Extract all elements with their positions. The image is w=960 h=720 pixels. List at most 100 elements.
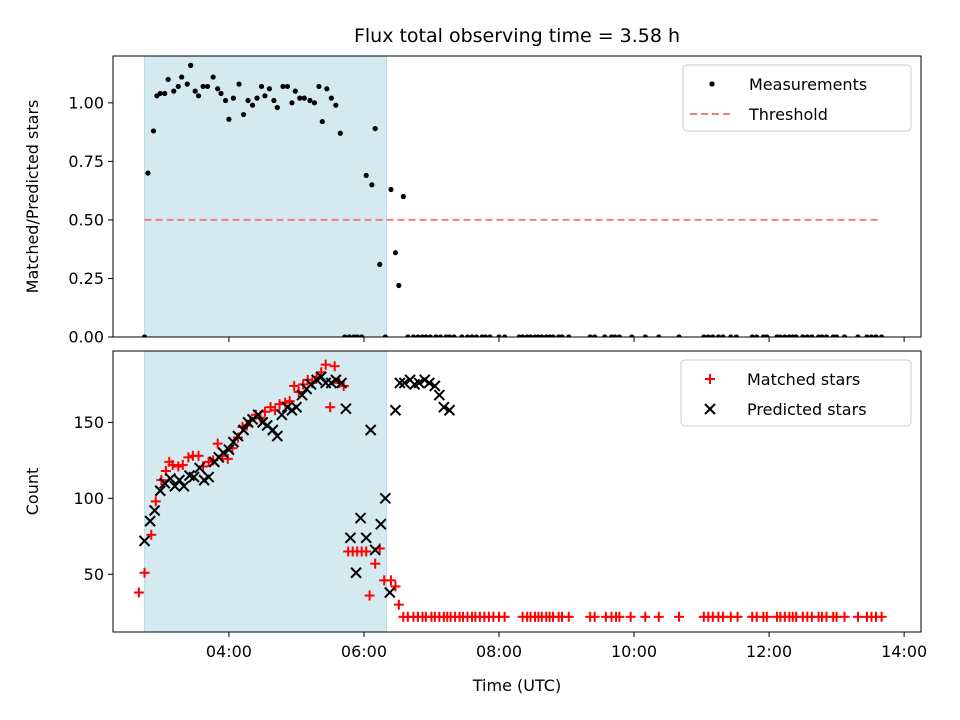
matched-star-point [146,529,157,540]
legend-marker-dot [709,81,715,87]
x-b [237,424,250,436]
legend-label: Matched stars [747,370,860,389]
measurement-point [427,334,433,337]
x-axis-label: Time (UTC) [472,676,561,695]
x-b [364,424,377,436]
chart-title: Flux total observing time = 3.58 h [354,25,680,47]
x-tick-label: 08:00 [476,642,522,661]
predicted-star-point [188,471,200,483]
measurement-point [210,74,216,80]
measurement-point [215,86,221,92]
y-tick-label: 0.75 [68,152,104,171]
measurement-point [192,88,198,94]
measurement-point [274,104,280,111]
predicted-star-point [164,472,177,485]
predicted-star-point [227,436,240,448]
measurement-point [410,334,417,337]
predicted-star-point [375,518,387,530]
measurement-point [550,334,556,337]
measurement-point [307,97,313,104]
matched-star-point [361,546,372,557]
predicted-star-point [223,444,235,456]
predicted-star-point [237,424,250,436]
matched-star-point [393,599,404,610]
measurement-point [487,334,493,337]
measurement-point [319,118,325,125]
measurement-point [254,95,260,101]
measurement-point [502,334,508,337]
measurement-point [833,334,840,337]
measurement-point [324,86,330,92]
measurement-point [764,334,770,337]
matched-star-point [876,611,887,622]
measurement-point [433,334,439,337]
predicted-star-point [379,492,392,505]
predicted-star-point [398,377,411,389]
measurement-point [150,128,157,134]
x-b [389,404,402,416]
x-b [375,518,387,530]
measurement-point [656,334,662,337]
matched-star-point [150,496,161,507]
x-b [217,447,229,459]
measurement-point [171,88,177,94]
measurement-point [262,93,268,99]
x-b [398,377,411,389]
x-b [271,430,284,442]
matched-star-point [183,452,194,463]
matched-star-point [227,443,238,454]
x-b [261,419,273,432]
x-b [369,544,381,556]
predicted-star-point [169,480,181,492]
y-tick-label: 0.00 [68,328,104,347]
x-b [354,512,367,524]
y-tick-label: 0.25 [68,269,104,288]
predicted-star-point [364,424,377,436]
measurement-point [359,334,365,337]
measurement-point [222,97,229,104]
x-b [423,377,435,389]
x-b [296,389,308,401]
predicted-star-point [271,430,284,442]
matched-star-point [761,611,772,622]
matched-star-point [640,611,651,622]
measurement-point [184,81,190,87]
predicted-star-point [413,377,425,389]
x-b [419,374,431,386]
predicted-star-point [138,535,151,547]
legend-box [682,64,912,132]
measurement-point [354,334,360,337]
predicted-star-point [350,567,362,579]
y-tick-label: 100 [73,489,104,508]
measurement-point [701,334,707,337]
measurement-point [328,95,334,101]
x-b [276,409,288,421]
x-b [433,389,446,401]
measurement-point [473,334,480,337]
measurement-point [162,90,168,97]
x-b [394,377,406,389]
x-b [335,377,348,389]
predicted-star-point [443,404,456,416]
x-b [154,485,166,497]
measurement-point [218,90,224,97]
matched-star-point [212,438,223,449]
measurement-point [855,334,861,337]
measurement-point [423,334,429,337]
measurement-point [602,334,608,337]
predicted-star-point [360,532,372,544]
measurement-point [469,334,475,337]
predicted-star-point [217,447,229,459]
predicted-star-point [438,401,450,413]
measurement-point [800,334,806,337]
x-b [413,377,425,389]
y-axis-label: Matched/Predicted stars [23,100,42,294]
measurement-point [415,334,421,337]
measurement-point [382,334,388,337]
measurement-point [230,95,237,101]
x-b [340,403,352,415]
matched-star-point [614,611,625,622]
measurement-point [405,334,411,337]
measurement-point [200,83,206,90]
